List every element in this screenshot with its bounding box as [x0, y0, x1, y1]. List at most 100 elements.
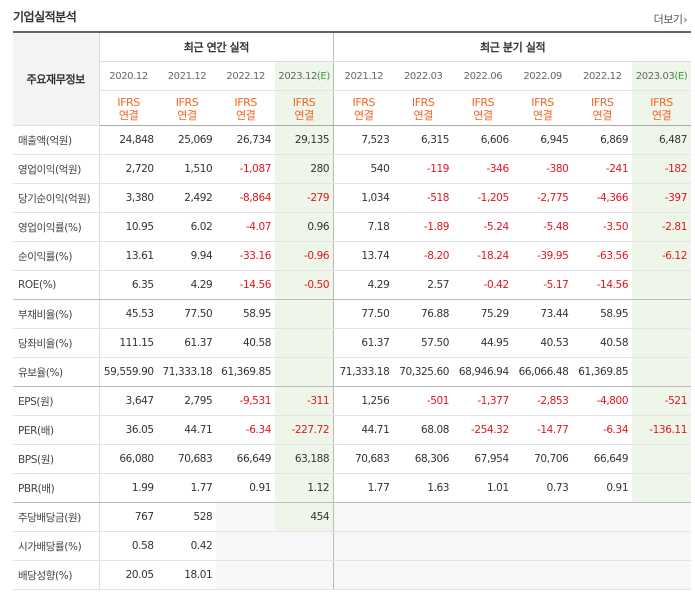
table-cell: 40.53	[512, 328, 573, 358]
table-cell: 1.63	[393, 473, 454, 503]
table-cell	[275, 328, 335, 358]
basis-header: IFRS 연결	[453, 90, 513, 126]
basis-line2: 연결	[118, 109, 139, 122]
basis-line1: IFRS	[411, 96, 435, 109]
table-cell: -1,377	[453, 386, 513, 416]
period-label: 2022.12	[226, 70, 265, 82]
period-label: 2022.03	[403, 70, 443, 82]
table-row: BPS(원) 66,080 70,683 66,649 63,188 70,683 68,3…	[13, 444, 691, 474]
table-cell: 2,492	[157, 183, 217, 213]
basis-header: IFRS 연결	[632, 90, 691, 126]
basis-line1: IFRS	[234, 96, 257, 109]
table-cell: -1,205	[453, 183, 513, 213]
table-cell: 6,869	[572, 125, 633, 155]
table-cell: 2,795	[157, 386, 217, 416]
row-label: 부채비율(%)	[13, 299, 100, 329]
table-cell: -14.77	[512, 415, 573, 445]
table-cell: -63.56	[572, 241, 633, 271]
table-cell: -0.42	[453, 270, 513, 300]
table-cell: 13.74	[333, 241, 394, 271]
table-cell: -254.32	[453, 415, 513, 445]
table-cell: -380	[512, 154, 573, 184]
basis-line1: IFRS	[292, 96, 316, 109]
table-cell: 4.29	[157, 270, 217, 300]
table-cell: 66,649	[572, 444, 633, 474]
table-cell	[216, 502, 276, 532]
basis-header: IFRS 연결	[99, 90, 158, 126]
period-header: 2022.03	[393, 61, 454, 91]
table-cell	[333, 502, 394, 532]
table-cell	[216, 560, 276, 590]
table-cell: 2.57	[393, 270, 454, 300]
table-cell	[275, 560, 335, 590]
table-cell: 4.29	[333, 270, 394, 300]
period-label: 2021.12	[167, 70, 207, 82]
table-cell: 1.99	[99, 473, 158, 503]
table-cell: 20.05	[99, 560, 158, 590]
table-cell: 36.05	[99, 415, 158, 445]
quarterly-group-header: 최근 분기 실적	[333, 31, 691, 62]
table-cell: 66,080	[99, 444, 158, 474]
table-cell	[632, 444, 691, 474]
table-cell: 45.53	[99, 299, 158, 329]
more-label: 더보기	[653, 13, 683, 26]
table-cell: 0.73	[512, 473, 573, 503]
table-cell: 61.37	[157, 328, 217, 358]
table-cell: -2,853	[512, 386, 573, 416]
table-cell	[632, 357, 691, 387]
period-header: 2021.12	[157, 61, 217, 91]
table-cell: -311	[275, 386, 335, 416]
row-label: 영업이익률(%)	[13, 212, 100, 242]
row-label: EPS(원)	[13, 386, 100, 416]
table-cell: 454	[275, 502, 335, 532]
table-cell: 1,510	[157, 154, 217, 184]
table-cell: 66,649	[216, 444, 276, 474]
table-row: PBR(배) 1.99 1.77 0.91 1.12 1.77 1.63 1.01 0.73 0.…	[13, 473, 691, 503]
table-cell: 1.77	[157, 473, 217, 503]
row-label: 영업이익(억원)	[13, 154, 100, 184]
basis-line1: IFRS	[531, 96, 554, 109]
table-row: EPS(원) 3,647 2,795 -9,531 -311 1,256 -501 -1,37…	[13, 386, 691, 416]
table-row: 매출액(억원) 24,848 25,069 26,734 29,135 7,523 6,31…	[13, 125, 691, 155]
table-cell: -14.56	[216, 270, 276, 300]
table-cell	[512, 560, 573, 590]
table-cell	[572, 502, 633, 532]
basis-line2: 연결	[592, 109, 613, 122]
row-label: 배당성향(%)	[13, 560, 100, 590]
table-cell: 76.88	[393, 299, 454, 329]
table-cell: 68,306	[393, 444, 454, 474]
table-cell: 40.58	[216, 328, 276, 358]
basis-line2: 연결	[473, 109, 493, 122]
basis-header: IFRS 연결	[572, 90, 633, 126]
table-cell: 1.77	[333, 473, 394, 503]
table-cell: 70,706	[512, 444, 573, 474]
basis-line1: IFRS	[175, 96, 199, 109]
table-cell: 1,256	[333, 386, 394, 416]
table-cell	[572, 560, 633, 590]
chevron-right-icon: ›	[683, 15, 688, 26]
more-link[interactable]: 더보기›	[653, 11, 688, 27]
table-cell	[572, 531, 633, 561]
table-cell	[632, 560, 691, 590]
table-cell: 57.50	[393, 328, 454, 358]
table-cell: 40.58	[572, 328, 633, 358]
basis-header: IFRS 연결	[333, 90, 394, 126]
period-label: 2021.12	[344, 70, 384, 82]
period-header: 2023.12(E)	[275, 61, 335, 91]
table-cell: 3,380	[99, 183, 158, 213]
estimate-mark: (E)	[316, 70, 330, 82]
row-label: BPS(원)	[13, 444, 100, 474]
table-cell: -6.34	[572, 415, 633, 445]
table-cell: 24,848	[99, 125, 158, 155]
table-cell: 0.58	[99, 531, 158, 561]
row-label: 시가배당률(%)	[13, 531, 100, 561]
period-header: 2022.09	[512, 61, 573, 91]
table-cell: 25,069	[157, 125, 217, 155]
table-cell: 29,135	[275, 125, 335, 155]
table-cell	[453, 560, 513, 590]
basis-line2: 연결	[177, 109, 197, 122]
table-cell: 44.71	[157, 415, 217, 445]
table-row: ROE(%) 6.35 4.29 -14.56 -0.50 4.29 2.57 -0.42 -5…	[13, 270, 691, 300]
basis-line2: 연결	[294, 109, 314, 122]
row-label: PER(배)	[13, 415, 100, 445]
